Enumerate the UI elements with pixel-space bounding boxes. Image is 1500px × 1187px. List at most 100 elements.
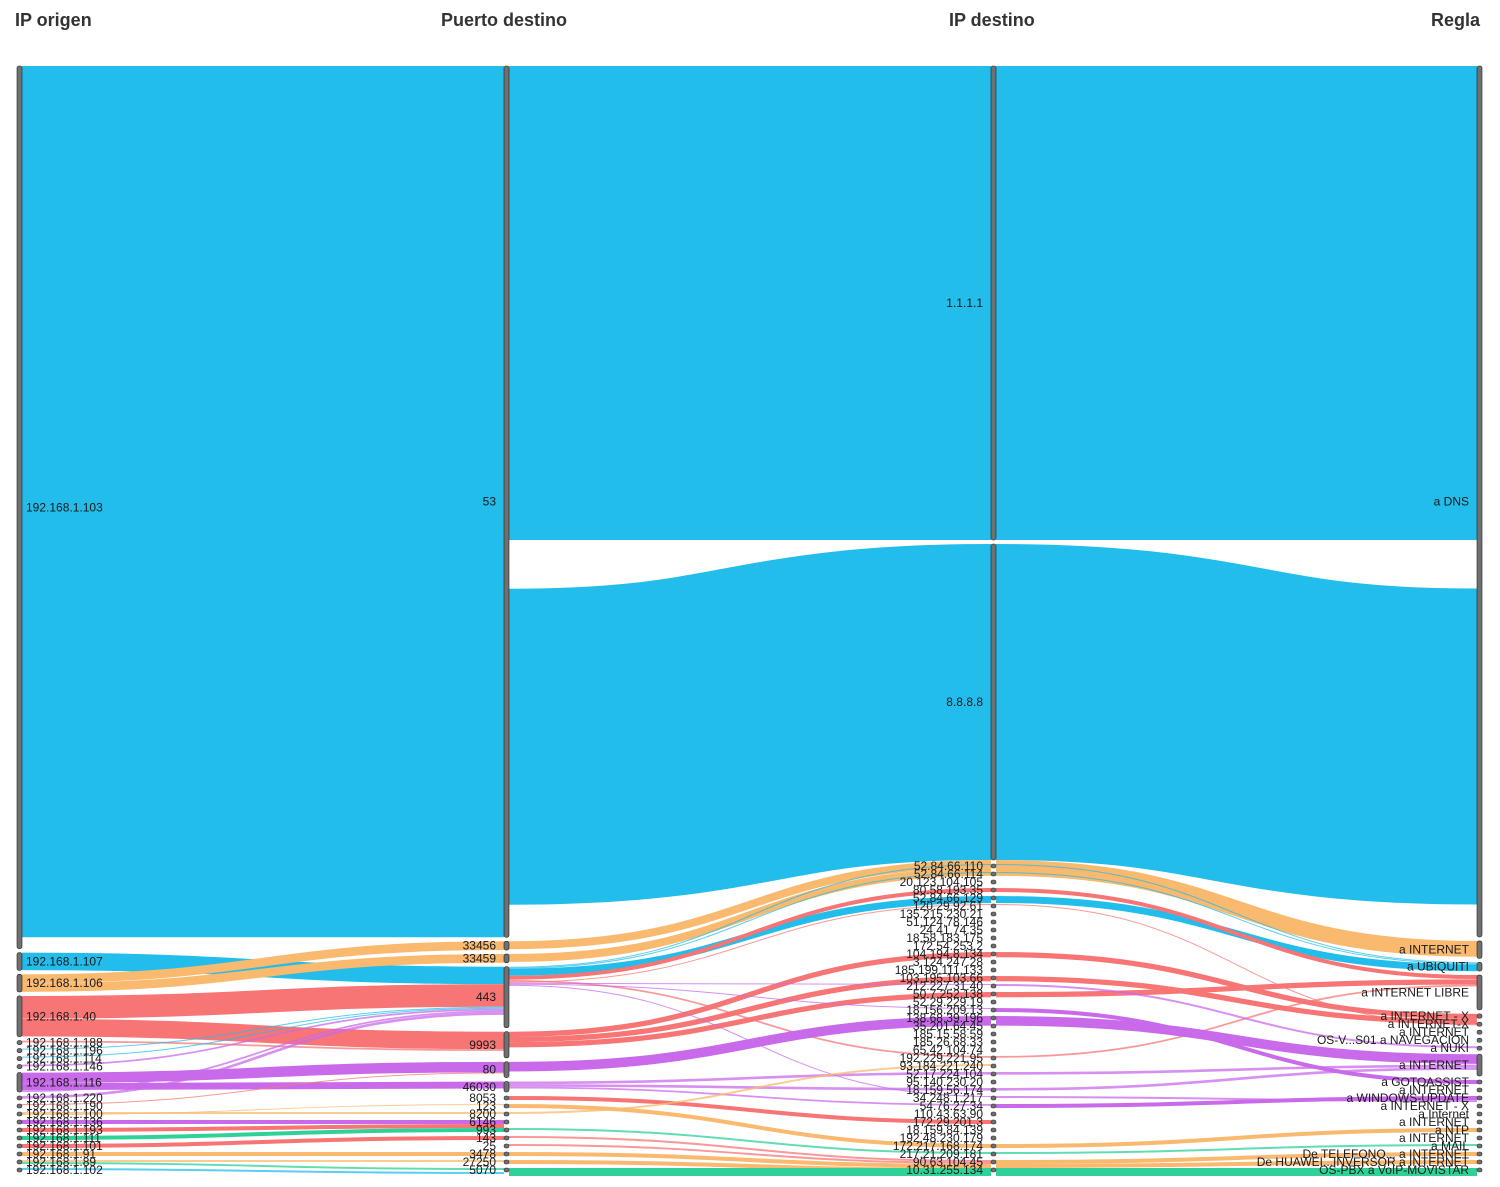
sankey-node <box>990 1167 997 1173</box>
node-label: 143 <box>476 1131 496 1145</box>
sankey-link <box>995 872 1478 965</box>
node-label: 33456 <box>463 939 497 953</box>
sankey-link <box>508 984 992 1097</box>
sankey-node <box>990 999 997 1005</box>
sankey-node <box>990 543 997 861</box>
sankey-node <box>990 1055 997 1061</box>
node-label: 3.124.247.28 <box>913 955 983 969</box>
sankey-node <box>16 65 23 949</box>
node-label: 192.168.1.103 <box>26 500 103 514</box>
sankey-link <box>21 1162 505 1170</box>
node-label: 138.68.39.196 <box>906 1011 983 1025</box>
node-label: 1.1.1.1 <box>946 296 983 310</box>
node-label: 46030 <box>463 1080 497 1094</box>
sankey-link <box>508 1104 992 1148</box>
sankey-node <box>1476 1029 1483 1035</box>
sankey-node <box>1476 1053 1483 1077</box>
node-label: 192.168.1.196 <box>26 1044 103 1058</box>
node-label: 192.168.1.190 <box>26 1099 103 1113</box>
node-label: 103.195.103.66 <box>900 971 984 985</box>
sankey-link <box>995 1067 1478 1091</box>
sankey-link <box>508 1128 992 1154</box>
node-label: 53 <box>483 495 497 509</box>
sankey-link <box>995 952 1478 1020</box>
sankey-link <box>21 1040 505 1051</box>
node-label: 90.63.104.45 <box>913 1155 983 1169</box>
node-label: 52.84.66.110 <box>914 859 984 873</box>
node-label: 192.168.1.40 <box>26 1009 96 1023</box>
sankey-node <box>990 871 997 877</box>
node-label: 120.29.92.61 <box>913 899 983 913</box>
node-label: 185.26.68.33 <box>913 1035 983 1049</box>
node-label: 27250 <box>463 1155 497 1169</box>
sankey-nodes: 192.168.1.103 192.168.1.107 192.168.1.106 1… <box>16 65 1483 1177</box>
node-label: a INTERNET LIBRE <box>1361 985 1469 999</box>
node-label: a NUKI <box>1430 1041 1469 1055</box>
sankey-node <box>1476 1095 1483 1101</box>
sankey-node <box>990 1095 997 1101</box>
sankey-node <box>16 1159 23 1165</box>
node-label: 52.17.224.104 <box>906 1067 983 1081</box>
node-label: 8.8.8.8 <box>946 695 983 709</box>
sankey-node <box>990 879 997 885</box>
sankey-node <box>16 952 23 971</box>
node-label: De TELEFONO... a INTERNET <box>1303 1147 1470 1161</box>
sankey-node <box>16 1048 23 1053</box>
sankey-node <box>503 953 510 964</box>
sankey-link <box>508 867 992 962</box>
node-label: 9993 <box>469 1038 496 1052</box>
sankey-node <box>990 1143 997 1149</box>
node-label: 192.48.230.179 <box>900 1131 984 1145</box>
node-label: 25 <box>483 1139 497 1153</box>
node-label: 33459 <box>463 951 497 965</box>
sankey-node <box>16 1056 23 1061</box>
sankey-link <box>995 860 1478 957</box>
node-label: 172.29.201.3 <box>913 1115 983 1129</box>
node-label: a INTERNET <box>1399 943 1470 957</box>
node-label: a UBIQUITI <box>1407 960 1469 974</box>
sankey-node <box>1476 1119 1483 1125</box>
sankey-link <box>995 1064 1478 1075</box>
sankey-node <box>1476 1037 1483 1043</box>
sankey-node <box>16 1151 23 1157</box>
sankey-link <box>21 1136 505 1148</box>
node-label: 192.168.1.136 <box>26 1115 103 1129</box>
sankey-node <box>990 1111 997 1117</box>
node-label: 185.15.58.59 <box>913 1027 983 1041</box>
sankey-node <box>990 1151 997 1157</box>
sankey-link <box>995 544 1478 905</box>
sankey-node <box>990 863 997 869</box>
sankey-node <box>16 1103 23 1109</box>
sankey-link <box>508 544 992 905</box>
node-label: 52.84.66.114 <box>914 867 984 881</box>
sankey-link <box>508 1144 992 1164</box>
sankey-node <box>990 1087 997 1093</box>
sankey-node <box>16 1040 23 1045</box>
node-label: 135.215.230.21 <box>900 907 984 921</box>
sankey-node <box>16 1167 23 1173</box>
node-label: 192.168.1.111 <box>26 1131 101 1145</box>
sankey-link <box>508 864 992 968</box>
node-label: 217.21.209.181 <box>900 1147 984 1161</box>
sankey-link <box>508 872 992 969</box>
sankey-link <box>21 1018 505 1050</box>
node-label: 192.168.1.91 <box>26 1147 96 1161</box>
sankey-link <box>995 1144 1478 1154</box>
node-label: 18.58.183.175 <box>906 931 983 945</box>
sankey-node <box>990 951 997 957</box>
node-label: 80.58.193.35 <box>913 883 983 897</box>
node-label: 8200 <box>469 1107 496 1121</box>
node-label: 50.7.252.138 <box>913 987 983 1001</box>
node-label: 104.194.8.134 <box>906 947 983 961</box>
sankey-node <box>503 1135 510 1141</box>
sankey-link <box>21 1061 505 1084</box>
sankey-node <box>990 65 997 541</box>
sankey-node <box>16 974 23 993</box>
sankey-node <box>16 995 23 1037</box>
column-header-ip-origen: IP origen <box>15 10 92 30</box>
node-label: 172.54.253.2 <box>913 939 983 953</box>
sankey-link <box>508 1152 992 1168</box>
sankey-node <box>1476 1021 1483 1027</box>
